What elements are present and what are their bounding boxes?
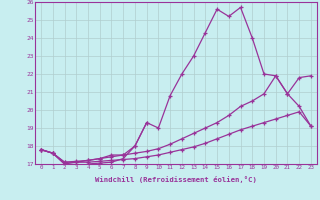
X-axis label: Windchill (Refroidissement éolien,°C): Windchill (Refroidissement éolien,°C) xyxy=(95,176,257,183)
